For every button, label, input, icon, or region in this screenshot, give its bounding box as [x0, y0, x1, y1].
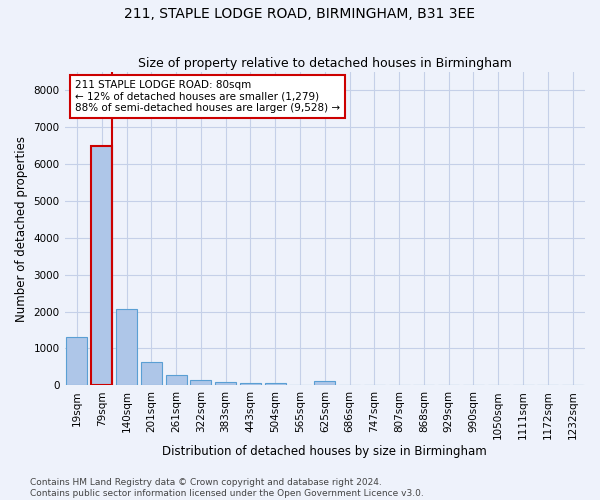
Bar: [91, 146, 112, 386]
Bar: [166, 374, 187, 386]
Bar: [141, 362, 162, 386]
Bar: [190, 380, 211, 386]
Text: Contains HM Land Registry data © Crown copyright and database right 2024.
Contai: Contains HM Land Registry data © Crown c…: [30, 478, 424, 498]
X-axis label: Distribution of detached houses by size in Birmingham: Distribution of detached houses by size …: [163, 444, 487, 458]
Text: 211 STAPLE LODGE ROAD: 80sqm
← 12% of detached houses are smaller (1,279)
88% of: 211 STAPLE LODGE ROAD: 80sqm ← 12% of de…: [75, 80, 340, 113]
Bar: [116, 308, 137, 386]
Y-axis label: Number of detached properties: Number of detached properties: [15, 136, 28, 322]
Bar: [265, 383, 286, 386]
Title: Size of property relative to detached houses in Birmingham: Size of property relative to detached ho…: [138, 56, 512, 70]
Bar: [314, 382, 335, 386]
Bar: [215, 382, 236, 386]
Bar: [67, 338, 88, 386]
Bar: [240, 383, 261, 386]
Text: 211, STAPLE LODGE ROAD, BIRMINGHAM, B31 3EE: 211, STAPLE LODGE ROAD, BIRMINGHAM, B31 …: [125, 8, 476, 22]
